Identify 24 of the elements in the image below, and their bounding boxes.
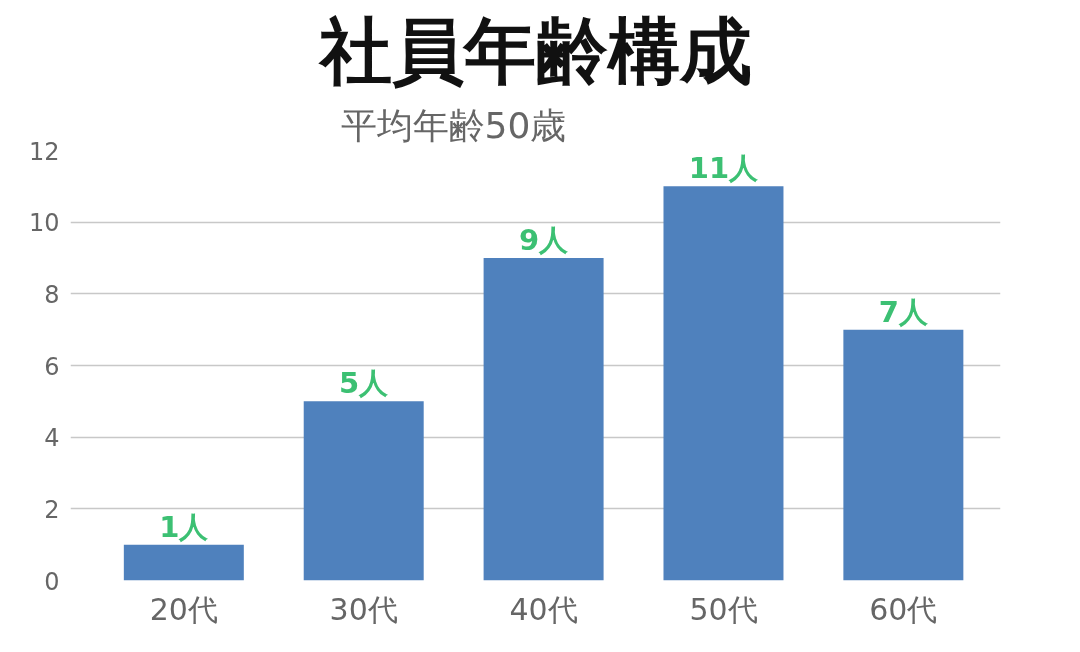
bar <box>663 186 784 581</box>
x-tick-label: 40代 <box>509 591 578 627</box>
data-label: 11人 <box>688 151 760 186</box>
data-label: 5人 <box>339 366 390 401</box>
x-tick-label: 50代 <box>689 591 758 627</box>
x-tick-label: 30代 <box>329 591 398 627</box>
data-label: 9人 <box>519 223 570 257</box>
y-tick-label: 12 <box>28 137 60 166</box>
bar <box>483 258 604 581</box>
chart-subtitle: 平均年齢50歳 <box>340 104 567 146</box>
x-tick-label: 60代 <box>869 591 938 627</box>
y-tick-label: 0 <box>44 567 60 596</box>
y-tick-label: 6 <box>44 352 60 381</box>
chart-title: 社員年齢構成 <box>317 7 752 93</box>
y-tick-label: 2 <box>44 495 60 524</box>
y-tick-label: 8 <box>44 280 60 309</box>
y-tick-label: 4 <box>44 424 60 453</box>
bar <box>123 544 244 581</box>
bar <box>303 401 424 581</box>
data-label: 7人 <box>878 294 929 329</box>
y-tick-label: 10 <box>28 209 60 238</box>
x-tick-label: 20代 <box>149 591 218 627</box>
bar <box>843 329 964 581</box>
data-label: 1人 <box>159 509 210 544</box>
